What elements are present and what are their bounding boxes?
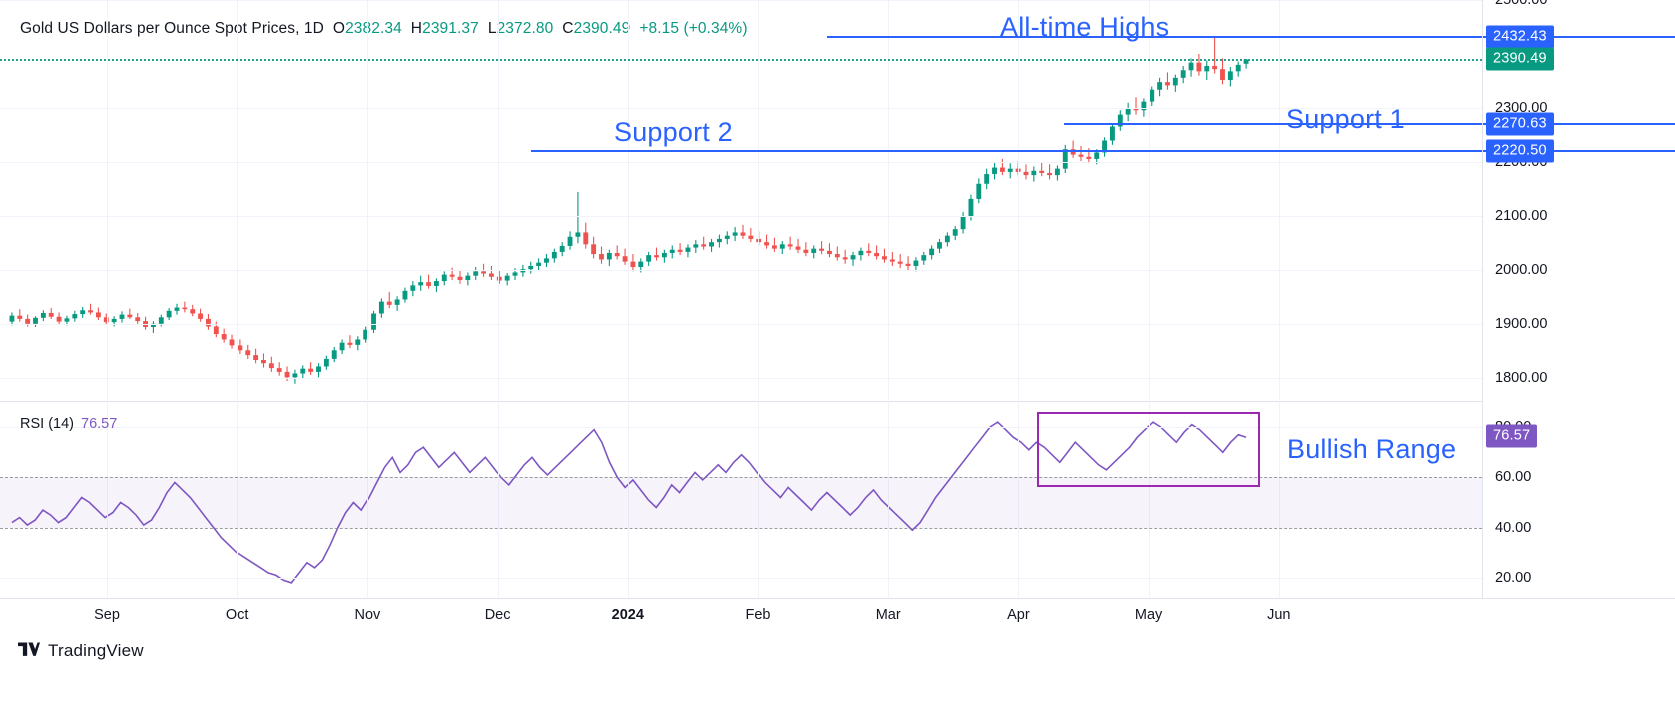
gridline-vertical [107,402,108,598]
high-label: H [410,20,423,37]
gridline-vertical [497,402,499,598]
pane-divider [0,401,1482,402]
close-label: C [562,20,574,37]
rsi-tick-label: 60.00 [1495,469,1532,486]
time-tick-label: Nov [354,607,381,623]
low-label: L [487,20,497,37]
candlestick-series [9,36,1249,384]
level-line-all-time-highs[interactable] [826,35,1675,38]
low-value: 2372.80 [496,20,554,37]
rsi-tick-label: 40.00 [1495,519,1532,536]
gridline-vertical [1148,402,1150,598]
annotation-bullish-range[interactable]: Bullish Range [1287,434,1457,464]
price-tick-label: 1800.00 [1495,370,1548,387]
gridline-vertical [1278,0,1280,400]
level-line-support-2[interactable] [530,150,1675,153]
gridline-horizontal [0,216,1482,218]
rsi-pane[interactable]: RSI (14) 76.57 [0,402,1482,598]
rsi-value-badge[interactable]: 76.57 [1486,424,1538,448]
annotation-all-time-highs[interactable]: All-time Highs [1000,12,1170,42]
time-axis-divider [0,598,1675,599]
gridline-horizontal [0,162,1482,164]
gridline-vertical [1018,402,1020,598]
open-label: O [332,20,346,37]
price-tick-label: 2100.00 [1495,208,1548,225]
gridline-vertical [1278,402,1280,598]
rsi-legend: RSI (14) 76.57 [20,416,117,432]
symbol-title[interactable]: Gold US Dollars per Ounce Spot Prices, 1… [20,20,324,37]
gridline-vertical [627,402,629,598]
rsi-legend-value: 76.57 [81,416,118,432]
gridline-vertical [107,0,108,400]
high-value: 2391.37 [422,20,479,37]
price-tick-label: 2000.00 [1495,262,1548,279]
price-tick-label: 2500.00 [1495,0,1548,8]
tradingview-logo-icon [18,642,40,656]
price-axis[interactable]: 2500.002300.002200.002100.002000.001900.… [1483,0,1675,598]
time-tick-label: Apr [1007,607,1030,623]
rsi-threshold-line [0,527,1482,529]
price-pane[interactable] [0,0,1675,400]
price-badge-2432-43[interactable]: 2432.43 [1486,25,1554,49]
time-tick-label: Feb [745,607,771,623]
gridline-horizontal [0,324,1482,326]
price-change: +8.15 (+0.34%) [639,20,748,37]
bullish-range-box [1037,412,1260,488]
gridline-vertical [627,0,629,400]
rsi-band [0,477,1482,528]
price-badge-2220-50[interactable]: 2220.50 [1486,139,1554,163]
time-axis[interactable]: Sep Oct Nov Dec 2024 Feb Mar Apr May Jun [0,599,1482,635]
price-badge-2390-49[interactable]: 2390.49 [1486,47,1554,71]
gridline-vertical [888,402,890,598]
time-tick-label: May [1134,607,1163,623]
rsi-line-series [11,421,1247,584]
price-badge-2270-63[interactable]: 2270.63 [1486,112,1554,136]
gridline-vertical [1018,0,1020,400]
gridline-horizontal [0,270,1482,272]
tradingview-watermark: TradingView [18,640,144,662]
tradingview-label: TradingView [48,641,144,660]
time-tick-label: Dec [484,607,511,623]
gridline-horizontal [0,0,1482,1]
annotation-support-2[interactable]: Support 2 [614,117,733,147]
gridline-vertical [497,0,499,400]
time-tick-label: Oct [225,607,249,623]
gridline-vertical [237,402,239,598]
chart-legend: Gold US Dollars per Ounce Spot Prices, 1… [20,20,748,38]
time-tick-label: 2024 [611,607,644,623]
rsi-threshold-line [0,477,1482,479]
gridline-vertical [758,402,759,598]
gridline-vertical [237,0,239,400]
gridline-vertical [367,402,369,598]
annotation-support-1[interactable]: Support 1 [1286,104,1405,134]
open-value: 2382.34 [345,20,402,37]
rsi-legend-name[interactable]: RSI (14) [20,416,74,432]
gridline-horizontal [0,108,1482,110]
gridline-horizontal [0,378,1482,380]
rsi-gridline [0,427,1482,429]
gridline-vertical [888,0,890,400]
time-tick-label: Sep [94,607,120,623]
close-value: 2390.49 [573,20,631,37]
time-tick-label: Mar [875,607,901,623]
level-line-support-1[interactable] [1064,122,1675,125]
rsi-gridline [0,577,1482,579]
time-tick-label: Jun [1267,607,1291,623]
rsi-tick-label: 20.00 [1495,569,1532,586]
price-tick-label: 1900.00 [1495,316,1548,333]
axis-divider [1482,0,1483,598]
last-price-line [0,59,1482,62]
gridline-vertical [758,0,759,400]
gridline-vertical [367,0,369,400]
price-tick-label: 2300.00 [1495,100,1548,117]
gridline-vertical [1148,0,1150,400]
